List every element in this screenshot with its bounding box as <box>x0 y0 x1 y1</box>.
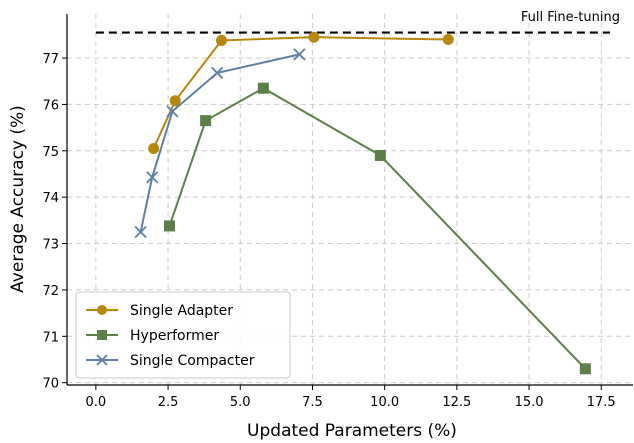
data-point-circle <box>169 95 181 107</box>
legend-label: Single Adapter <box>130 303 233 319</box>
x-tick-label: 12.5 <box>442 395 471 410</box>
data-point-circle <box>215 34 227 46</box>
data-point-x <box>166 105 179 118</box>
series-single-compacter <box>134 48 306 239</box>
legend-label: Hyperformer <box>130 328 219 344</box>
x-tick-label: 15.0 <box>515 395 544 410</box>
y-tick-label: 72 <box>42 284 59 299</box>
data-point-x <box>211 66 224 80</box>
data-point-x-stroke <box>146 171 159 184</box>
data-point-square <box>374 149 386 161</box>
y-tick-label: 70 <box>42 377 59 392</box>
data-point-square <box>164 220 176 232</box>
data-point-x-stroke <box>211 66 224 80</box>
data-point-square <box>97 330 107 340</box>
y-tick-label: 76 <box>42 98 59 113</box>
y-tick-label: 75 <box>42 145 59 160</box>
data-point-square <box>200 115 212 127</box>
data-point-circle <box>308 31 320 43</box>
data-point-x-stroke <box>96 354 108 366</box>
legend-label: Single Compacter <box>130 353 255 369</box>
y-tick-label: 71 <box>42 330 59 345</box>
x-tick-label: 5.0 <box>230 395 251 410</box>
x-tick-label: 0.0 <box>86 395 107 410</box>
axes <box>62 14 633 390</box>
legend-item: Single Adapter <box>86 303 233 319</box>
legend-item: Single Compacter <box>86 353 255 369</box>
y-tick-label: 74 <box>42 191 59 206</box>
data-point-square <box>579 363 591 375</box>
data-point-x-stroke <box>166 105 179 118</box>
y-tick-label: 73 <box>42 238 59 253</box>
data-point-x-stroke <box>293 48 306 61</box>
data-point-circle <box>97 305 107 315</box>
tick-labels: 0.0 2.5 5.0 7.5 10.0 12.5 15.0 17.5 70 71 72 73 74 75… <box>42 52 615 410</box>
x-axis-label: Updated Parameters (%) <box>247 421 457 441</box>
grid <box>67 14 633 385</box>
legend-box <box>75 291 291 379</box>
series-line <box>139 53 300 233</box>
series-hyperformer <box>164 82 591 375</box>
data-point-square <box>257 82 269 94</box>
data-point-circle <box>442 34 454 46</box>
data-point-x <box>134 225 147 239</box>
data-point-x <box>146 171 159 184</box>
y-tick-label: 77 <box>42 52 59 67</box>
data-point-x <box>96 354 108 366</box>
data-point-x-stroke <box>134 225 147 239</box>
legend: Single Adapter Hyperformer Single Compacte… <box>75 291 291 379</box>
data-point-circle <box>148 142 160 154</box>
x-tick-label: 17.5 <box>587 395 616 410</box>
series-group <box>134 31 591 375</box>
x-tick-label: 10.0 <box>370 395 399 410</box>
data-point-x <box>293 48 306 61</box>
legend-item: Hyperformer <box>86 328 219 344</box>
x-tick-label: 2.5 <box>158 395 179 410</box>
x-tick-label: 7.5 <box>302 395 323 410</box>
reference-line-label: Full Fine-tuning <box>521 10 620 25</box>
y-axis-label: Average Accuracy (%) <box>8 105 28 293</box>
